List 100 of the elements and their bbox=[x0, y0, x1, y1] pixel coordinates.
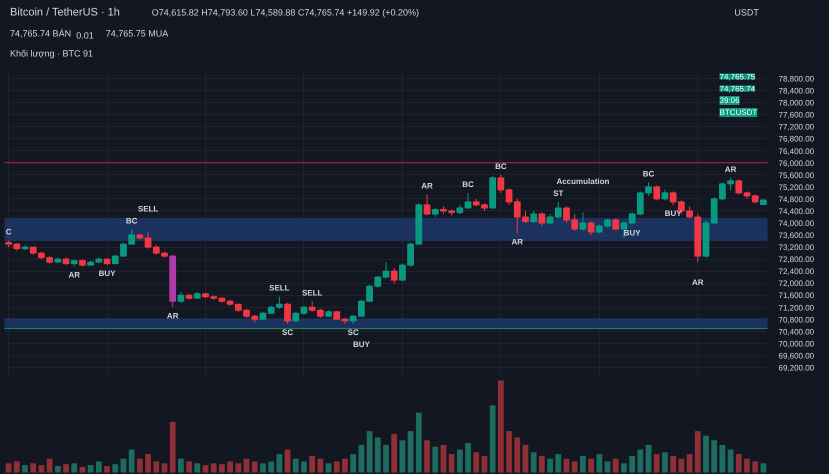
bar bbox=[473, 452, 480, 472]
text: AR bbox=[421, 181, 433, 190]
y-tick-label: 72,400.00 bbox=[778, 267, 815, 276]
bar bbox=[736, 454, 742, 472]
bar bbox=[637, 450, 644, 472]
y-tick-label: 77,600.00 bbox=[778, 110, 815, 120]
y-tick-label: 74,000.00 bbox=[778, 218, 815, 228]
bar bbox=[654, 454, 660, 472]
y-tick-label: 73,200.00 bbox=[778, 243, 815, 252]
bar bbox=[424, 440, 430, 472]
candlestick bbox=[612, 218, 620, 232]
bar bbox=[752, 461, 758, 472]
y-tick-label: 75,600.00 bbox=[778, 170, 815, 180]
text: 0.01 bbox=[76, 30, 94, 40]
bar bbox=[564, 458, 570, 472]
bar bbox=[530, 452, 537, 472]
text: BUY bbox=[352, 340, 370, 349]
y-tick-label: 76,800.00 bbox=[778, 134, 815, 144]
bar bbox=[162, 463, 168, 472]
y-tick-label: 69,200.00 bbox=[778, 363, 815, 372]
bar bbox=[646, 444, 652, 472]
candlestick bbox=[530, 210, 538, 224]
bar bbox=[629, 456, 635, 472]
y-tick-label: 78,400.00 bbox=[778, 86, 815, 96]
bar bbox=[366, 431, 372, 472]
text: Khối lượng · BTC 91 bbox=[10, 48, 93, 58]
text: AR bbox=[166, 311, 178, 320]
bar bbox=[260, 463, 266, 472]
bar bbox=[219, 464, 225, 472]
bar bbox=[728, 450, 734, 472]
bar bbox=[596, 454, 602, 472]
candlestick bbox=[653, 184, 660, 201]
text: BC bbox=[642, 169, 654, 178]
y-tick-label: 75,200.00 bbox=[778, 182, 815, 192]
bar bbox=[334, 461, 340, 472]
text: BUY bbox=[624, 228, 641, 238]
annotation: 74,765.75 bbox=[720, 72, 756, 82]
y-tick-label: 71,600.00 bbox=[778, 291, 815, 300]
text: O74,615.82 H74,793.60 L74,589.88 C74,765.74 +149.92 (+0.20%) bbox=[152, 8, 419, 18]
bar bbox=[662, 452, 668, 472]
y-tick-label: 73,600.00 bbox=[778, 231, 815, 240]
candlestick bbox=[588, 220, 594, 236]
chart-title: Bitcoin / TetherUS · 1h bbox=[10, 6, 120, 18]
bar bbox=[711, 440, 718, 472]
text: BC bbox=[126, 216, 138, 226]
text: SC bbox=[282, 328, 294, 337]
bar bbox=[621, 463, 627, 472]
bar bbox=[760, 463, 766, 472]
bar bbox=[170, 422, 176, 472]
text: USDT bbox=[734, 8, 760, 18]
bar bbox=[120, 458, 126, 472]
candlestick bbox=[662, 189, 668, 201]
y-tick-label: 76,400.00 bbox=[778, 146, 815, 156]
bar bbox=[96, 461, 102, 472]
bar bbox=[284, 450, 290, 472]
bar bbox=[456, 450, 463, 472]
text: AR bbox=[68, 270, 80, 280]
bar bbox=[112, 464, 118, 472]
candlestick bbox=[284, 302, 291, 324]
text: AR bbox=[511, 238, 524, 247]
y-tick-label: 78,800.00 bbox=[778, 74, 815, 84]
bar bbox=[194, 463, 200, 472]
text: SC bbox=[348, 328, 359, 337]
y-tick-label: 70,000.00 bbox=[778, 339, 815, 348]
bar bbox=[482, 456, 488, 472]
bar bbox=[374, 438, 381, 472]
bar bbox=[268, 461, 274, 472]
bar bbox=[720, 444, 726, 472]
bar bbox=[555, 454, 562, 472]
bar bbox=[547, 458, 553, 472]
bar bbox=[448, 454, 455, 472]
bar bbox=[604, 461, 610, 472]
bar bbox=[580, 456, 586, 472]
bar bbox=[432, 446, 438, 472]
bar bbox=[30, 463, 36, 472]
bar bbox=[670, 456, 676, 472]
text: C bbox=[6, 227, 12, 236]
bar bbox=[104, 466, 110, 472]
y-tick-label: 70,400.00 bbox=[778, 327, 815, 336]
bar bbox=[14, 461, 20, 472]
y-tick-label: 76,000.00 bbox=[778, 158, 815, 168]
candlestick bbox=[432, 207, 439, 218]
text: BUY bbox=[98, 269, 116, 278]
bar bbox=[588, 458, 594, 472]
text: BC bbox=[495, 162, 507, 171]
bar bbox=[498, 380, 504, 472]
candlestick bbox=[390, 268, 398, 284]
bar bbox=[46, 458, 52, 472]
bar bbox=[63, 464, 69, 472]
bar bbox=[309, 456, 316, 472]
bar bbox=[678, 458, 684, 472]
bar bbox=[235, 463, 242, 472]
text: AR bbox=[724, 164, 736, 174]
bar bbox=[522, 444, 528, 472]
annotation: BTCUSDT bbox=[720, 108, 758, 117]
candlestick bbox=[538, 212, 546, 227]
bar bbox=[54, 466, 61, 472]
bar bbox=[38, 465, 44, 472]
bar bbox=[440, 444, 446, 472]
y-tick-label: 78,000.00 bbox=[778, 98, 815, 108]
